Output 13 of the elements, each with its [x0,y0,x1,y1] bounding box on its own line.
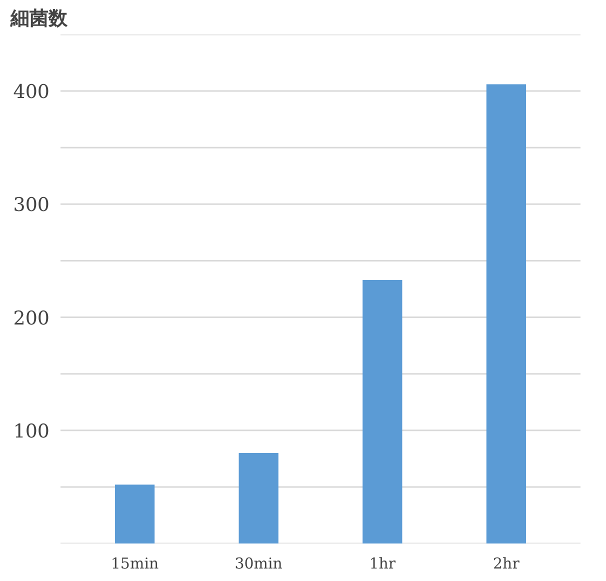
x-tick-label: 1hr [369,554,396,572]
y-tick-label: 400 [13,81,50,104]
x-tick-label: 30min [234,554,283,572]
y-tick-label: 100 [13,420,50,442]
y-tick-label: 200 [13,307,50,330]
bar [238,453,278,544]
y-axis-title: 細菌数 [10,8,68,30]
x-tick-label: 15min [110,554,160,572]
x-tick-label: 2hr [493,554,520,572]
bar [362,280,402,544]
bar [114,484,155,544]
y-tick-label: 300 [13,194,50,216]
bar [486,84,526,544]
